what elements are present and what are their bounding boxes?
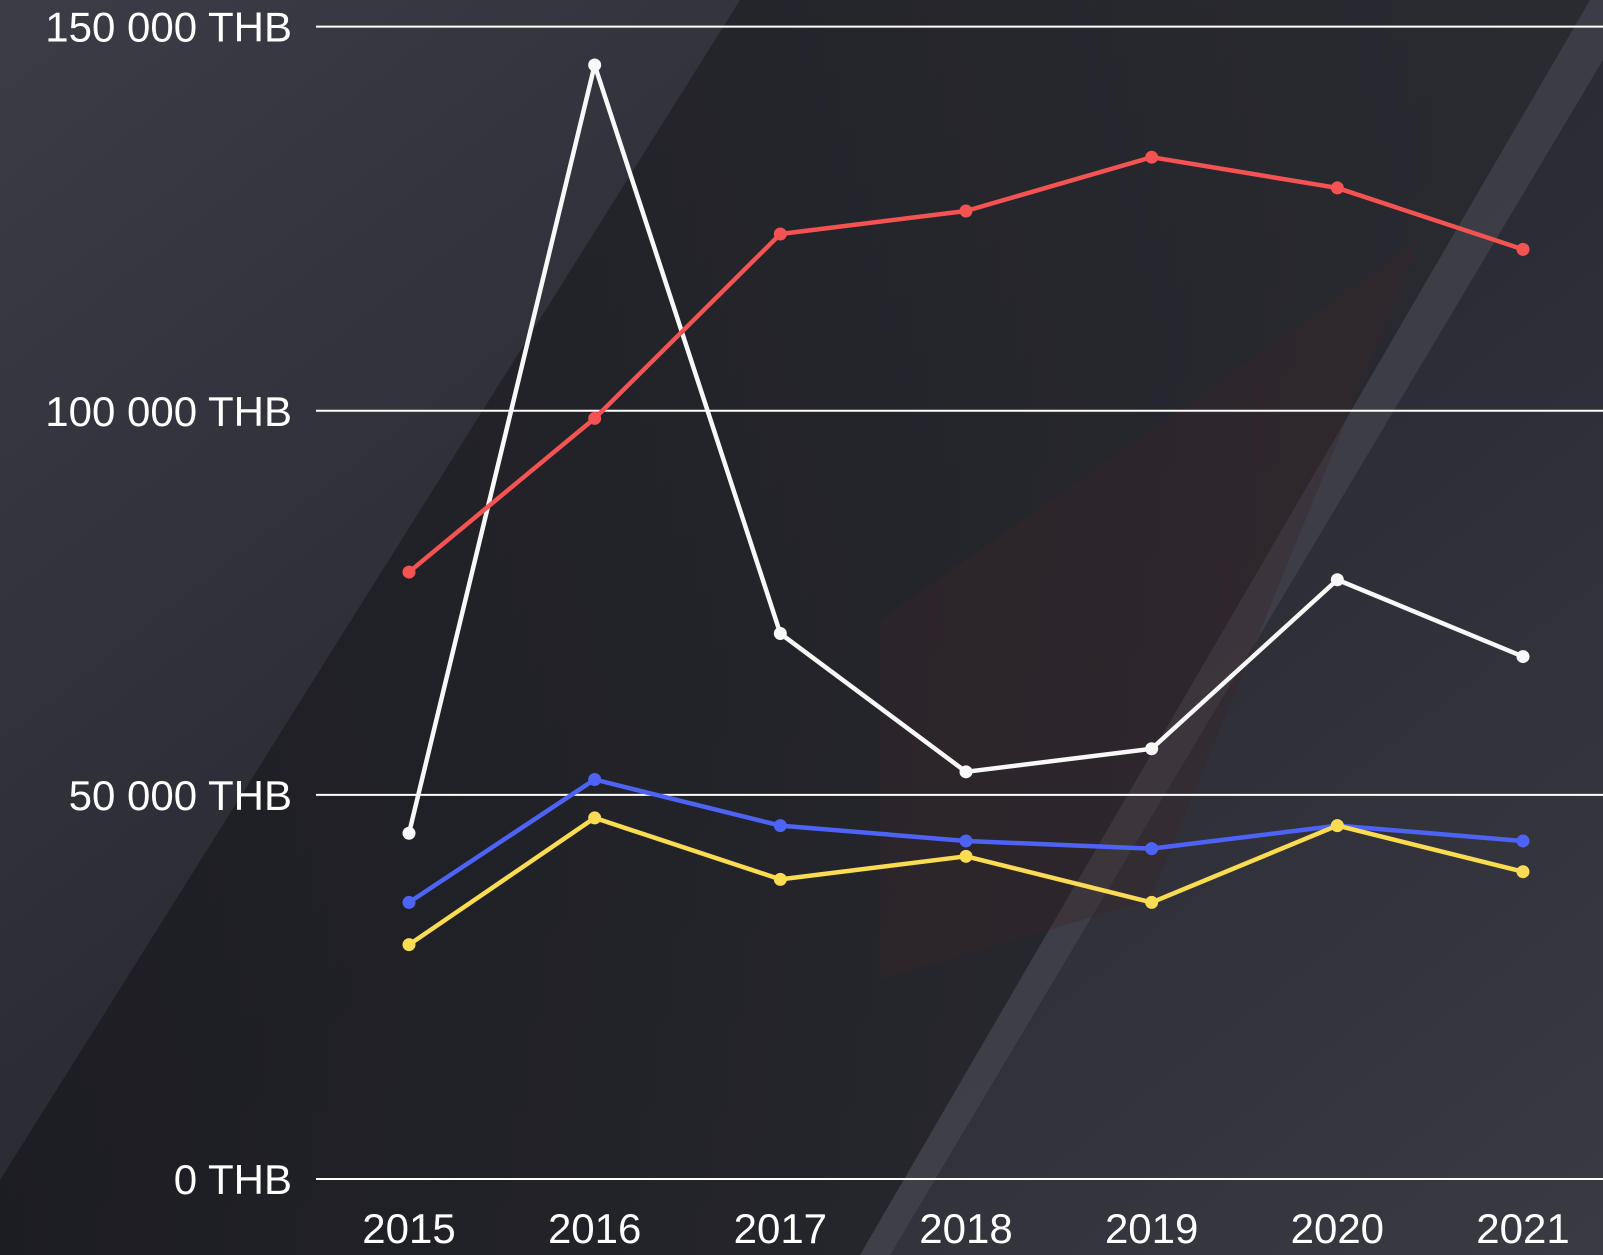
x-tick-label: 2017 [734,1205,827,1252]
data-point [1145,895,1159,909]
data-point [402,938,416,952]
x-tick-label: 2015 [362,1205,455,1252]
x-tick-label: 2018 [919,1205,1012,1252]
data-point [773,627,787,641]
x-tick-label: 2016 [548,1205,641,1252]
data-point [959,765,973,779]
y-tick-label: 150 000 THB [45,4,292,51]
data-point [1516,834,1530,848]
y-tick-label: 0 THB [174,1156,292,1203]
data-point [1516,242,1530,256]
data-point [1516,865,1530,879]
data-point [402,565,416,579]
data-point [402,826,416,840]
laptop-edge [860,0,1603,1255]
data-point [959,204,973,218]
data-point [1145,842,1159,856]
data-point [588,773,602,787]
data-point [1330,819,1344,833]
data-point [1145,150,1159,164]
plot: 0 THB 50 000 THB 100 000 THB 150 000 THB 201… [45,4,1603,1252]
data-point [1516,650,1530,664]
data-point [959,849,973,863]
x-tick-label: 2021 [1476,1205,1569,1252]
data-point [402,895,416,909]
data-point [773,872,787,886]
data-point [588,411,602,425]
data-point [588,58,602,72]
data-point [1330,573,1344,587]
data-point [959,834,973,848]
y-tick-label: 50 000 THB [69,772,292,819]
data-point [588,811,602,825]
data-point [773,227,787,241]
x-tick-label: 2019 [1105,1205,1198,1252]
data-point [773,819,787,833]
y-tick-label: 100 000 THB [45,388,292,435]
x-tick-label: 2020 [1291,1205,1384,1252]
data-point [1145,742,1159,756]
data-point [1330,181,1344,195]
